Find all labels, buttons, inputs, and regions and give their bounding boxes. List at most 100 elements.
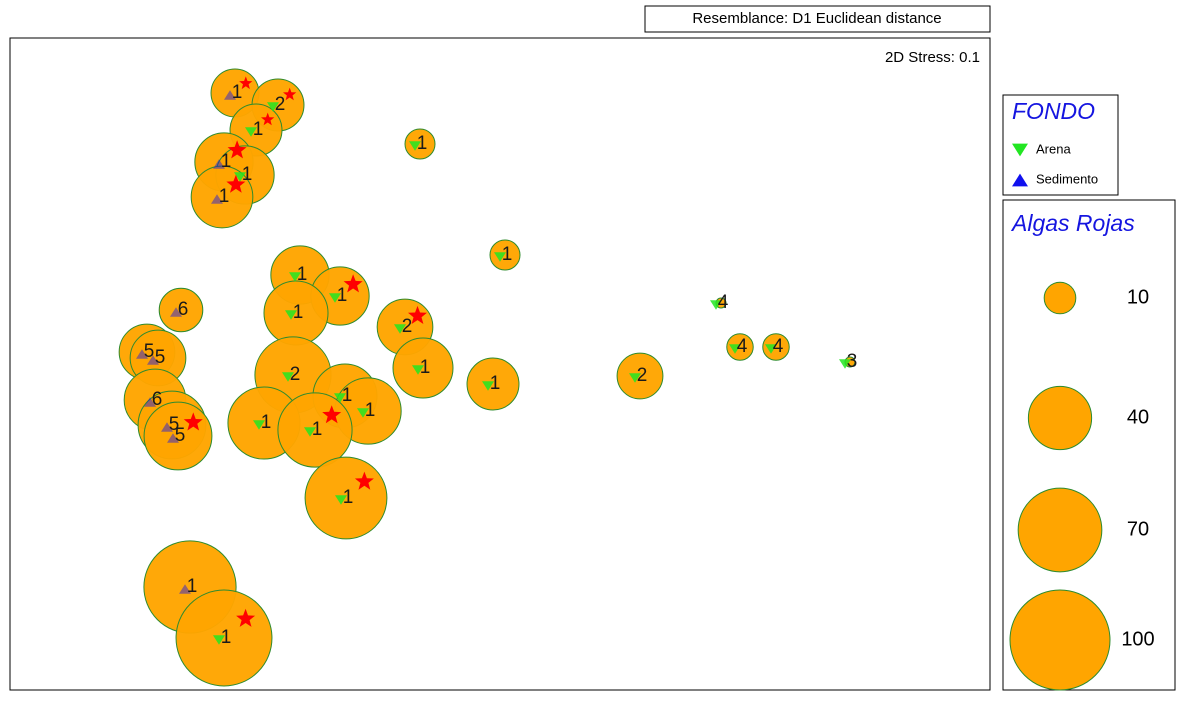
bubble xyxy=(404,128,436,160)
fondo-marker xyxy=(253,420,265,430)
legend-marker xyxy=(1012,143,1028,157)
point-label: 5 xyxy=(175,425,186,446)
fondo-marker xyxy=(170,307,182,317)
point-label: 1 xyxy=(342,385,353,406)
fondo-marker xyxy=(234,172,246,182)
fondo-marker xyxy=(357,408,369,418)
point-label: 5 xyxy=(169,414,180,435)
point-label: 1 xyxy=(219,186,230,207)
point-label: 2 xyxy=(290,364,301,385)
point-label: 1 xyxy=(417,133,428,154)
point-label: 1 xyxy=(242,164,253,185)
point-label: 2 xyxy=(637,365,648,386)
point-label: 2 xyxy=(275,94,286,115)
star-marker xyxy=(226,174,246,193)
stress-label: 2D Stress: 0.1 xyxy=(885,49,980,66)
star-marker xyxy=(183,412,203,431)
point-label: 1 xyxy=(221,627,232,648)
point-label: 1 xyxy=(261,412,272,433)
bubble xyxy=(466,357,520,411)
legend-bubble xyxy=(1043,281,1077,315)
fondo-marker xyxy=(211,194,223,204)
point-label: 5 xyxy=(144,341,155,362)
star-marker xyxy=(283,87,297,101)
star-marker xyxy=(322,405,342,424)
star-marker xyxy=(408,305,427,324)
title-box xyxy=(644,5,991,33)
point-label: 1 xyxy=(490,373,501,394)
bubble xyxy=(726,333,754,361)
fondo-marker xyxy=(245,127,257,137)
point-label: 1 xyxy=(502,244,513,265)
legend-bubble xyxy=(1017,487,1103,573)
fondo-marker xyxy=(179,584,191,594)
point-label: 1 xyxy=(232,82,243,103)
fondo-marker xyxy=(335,495,347,505)
fondo-marker xyxy=(482,381,494,391)
bubble xyxy=(158,287,204,333)
fondo-marker xyxy=(409,141,421,151)
fondo-marker xyxy=(710,300,722,310)
point-label: 1 xyxy=(253,119,264,140)
bubble xyxy=(616,352,664,400)
legend-label: Arena xyxy=(1036,141,1071,156)
point-label: 6 xyxy=(152,389,163,410)
legend-label: Sedimento xyxy=(1036,171,1098,186)
fondo-marker xyxy=(839,359,851,369)
fondo-marker xyxy=(729,344,741,354)
point-label: 2 xyxy=(402,316,413,337)
legend-bubble xyxy=(1027,385,1093,451)
legend-title: Algas Rojas xyxy=(1010,210,1135,236)
fondo-marker xyxy=(304,427,316,437)
point-label: 1 xyxy=(221,151,232,172)
fondo-marker xyxy=(765,344,777,354)
legend-marker xyxy=(1012,173,1028,187)
fondo-marker xyxy=(144,397,156,407)
point-label: 1 xyxy=(312,419,323,440)
fondo-marker xyxy=(224,90,236,100)
point-label: 3 xyxy=(847,351,858,372)
point-label: 4 xyxy=(737,336,748,357)
fondo-marker xyxy=(282,372,294,382)
point-label: 1 xyxy=(365,400,376,421)
point-label: 1 xyxy=(297,264,308,285)
fondo-marker xyxy=(394,324,406,334)
fondo-marker xyxy=(412,365,424,375)
fondo-marker xyxy=(329,293,341,303)
fondo-marker xyxy=(136,349,148,359)
chart-title: Resemblance: D1 Euclidean distance xyxy=(692,10,941,27)
fondo-marker xyxy=(334,393,346,403)
legend-title: FONDO xyxy=(1012,98,1095,124)
legend-size-label: 40 xyxy=(1127,406,1149,428)
legend-bubble xyxy=(1009,589,1111,691)
point-label: 6 xyxy=(178,299,189,320)
star-marker xyxy=(227,140,247,159)
bubble xyxy=(392,337,454,399)
fondo-marker xyxy=(629,373,641,383)
legend-size-label: 100 xyxy=(1121,628,1154,650)
point-label: 1 xyxy=(337,285,348,306)
point-label: 4 xyxy=(773,336,784,357)
fondo-marker xyxy=(494,252,506,262)
point-label: 1 xyxy=(293,302,304,323)
point-label: 1 xyxy=(187,576,198,597)
legend-size-label: 10 xyxy=(1127,286,1149,308)
bubble xyxy=(175,589,273,687)
point-label: 1 xyxy=(343,487,354,508)
fondo-marker xyxy=(267,102,279,112)
fondo-marker xyxy=(213,635,225,645)
fondo-marker xyxy=(167,433,179,443)
fondo-marker xyxy=(285,310,297,320)
bubble xyxy=(489,239,521,271)
point-label: 4 xyxy=(718,292,729,313)
star-marker xyxy=(261,112,275,126)
fondo-marker xyxy=(161,422,173,432)
star-marker xyxy=(236,608,256,627)
star-marker xyxy=(354,471,374,490)
star-marker xyxy=(239,76,253,90)
point-label: 5 xyxy=(155,347,166,368)
fondo-marker xyxy=(289,272,301,282)
fondo-marker xyxy=(147,355,159,365)
point-label: 1 xyxy=(420,357,431,378)
